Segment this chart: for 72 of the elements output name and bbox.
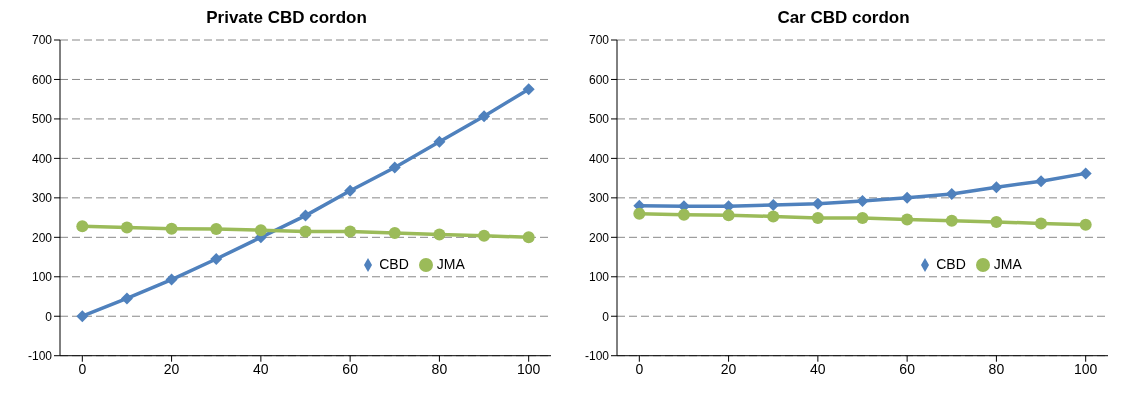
x-tick-label: 60 xyxy=(899,360,916,377)
point xyxy=(767,210,780,223)
x-tick-label: 20 xyxy=(720,360,737,377)
point xyxy=(522,231,535,244)
y-tick-label: 500 xyxy=(31,112,53,127)
point xyxy=(990,181,1003,194)
y-tick-label: 600 xyxy=(31,72,53,87)
point xyxy=(433,135,446,148)
point xyxy=(76,310,89,323)
x-tick-label: 100 xyxy=(1074,360,1098,377)
point xyxy=(299,209,312,222)
chart-title: Car CBD cordon xyxy=(776,8,911,29)
y-tick-label: 400 xyxy=(588,151,610,166)
x-tick-label: 80 xyxy=(988,360,1005,377)
x-tick-label: 100 xyxy=(517,360,541,377)
point xyxy=(856,211,869,224)
point xyxy=(1079,167,1092,180)
y-tick-label: 300 xyxy=(588,191,610,206)
y-tick-label: 300 xyxy=(31,191,53,206)
y-tick-label: 100 xyxy=(31,270,53,285)
x-tick-label: 40 xyxy=(253,360,269,377)
point xyxy=(478,229,491,242)
y-tick-label: 100 xyxy=(588,270,610,285)
x-tick-label: 80 xyxy=(431,360,448,377)
point xyxy=(1035,175,1048,188)
point xyxy=(254,224,267,237)
point xyxy=(811,211,824,224)
y-tick-label: 700 xyxy=(31,33,53,48)
point xyxy=(210,253,223,266)
point xyxy=(901,213,914,226)
point xyxy=(120,292,133,305)
point xyxy=(478,110,491,123)
point xyxy=(856,195,869,208)
x-tick-label: 0 xyxy=(635,360,644,377)
point xyxy=(633,207,646,220)
x-tick-label: 40 xyxy=(810,360,826,377)
x-tick-label: 20 xyxy=(163,360,180,377)
point xyxy=(165,273,178,286)
y-tick-label: 200 xyxy=(588,230,610,245)
legend-label: JMA xyxy=(993,255,1022,272)
point xyxy=(165,222,178,235)
y-tick-label: 200 xyxy=(31,230,53,245)
legend-label: CBD xyxy=(379,255,409,272)
y-tick-label: 500 xyxy=(588,112,610,127)
y-tick-label: -100 xyxy=(27,348,53,363)
point xyxy=(210,223,223,236)
point xyxy=(1079,218,1092,231)
y-tick-label: 700 xyxy=(588,33,610,48)
y-tick-label: 600 xyxy=(588,72,610,87)
y-tick-label: 0 xyxy=(602,309,610,324)
point xyxy=(722,209,735,222)
legend-label: CBD xyxy=(936,255,966,272)
point xyxy=(1035,217,1048,230)
chart-title: Private CBD cordon xyxy=(205,8,368,29)
point xyxy=(433,228,446,241)
y-tick-label: 0 xyxy=(45,309,53,324)
point xyxy=(945,214,958,227)
point xyxy=(522,83,535,96)
point xyxy=(344,184,357,197)
point xyxy=(120,221,133,234)
x-tick-label: 60 xyxy=(342,360,359,377)
point xyxy=(388,161,401,174)
point xyxy=(344,225,357,238)
point xyxy=(388,226,401,239)
point xyxy=(299,225,312,238)
point xyxy=(677,208,690,221)
legend-label: JMA xyxy=(436,255,465,272)
point xyxy=(76,220,89,233)
y-tick-label: -100 xyxy=(584,348,610,363)
y-tick-label: 400 xyxy=(31,151,53,166)
point xyxy=(990,215,1003,228)
x-tick-label: 0 xyxy=(78,360,87,377)
